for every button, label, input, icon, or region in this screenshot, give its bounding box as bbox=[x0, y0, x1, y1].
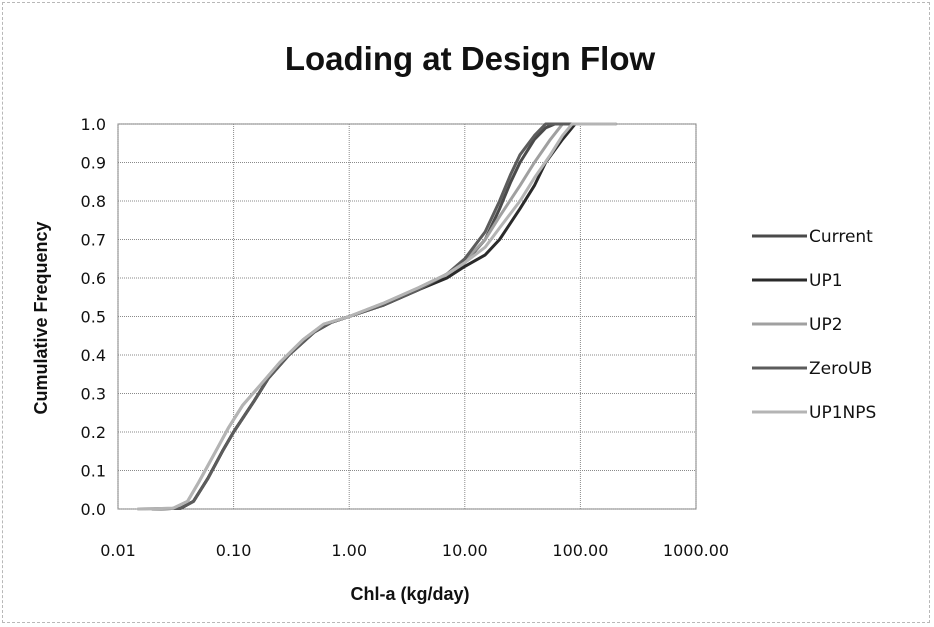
x-tick-label: 100.00 bbox=[552, 541, 608, 560]
y-tick-label: 0.1 bbox=[81, 462, 106, 481]
y-tick-label: 0.2 bbox=[81, 423, 106, 442]
y-tick-label: 0.8 bbox=[81, 192, 106, 211]
y-tick-label: 0.6 bbox=[81, 269, 106, 288]
legend-label-current: Current bbox=[809, 227, 873, 247]
y-tick-label: 0.9 bbox=[81, 154, 106, 173]
legend-label-up2: UP2 bbox=[809, 315, 843, 335]
x-axis-title: Chl-a (kg/day) bbox=[350, 584, 469, 604]
y-tick-label: 1.0 bbox=[81, 115, 106, 134]
x-tick-label: 0.01 bbox=[100, 541, 136, 560]
legend-label-zeroub: ZeroUB bbox=[809, 359, 872, 379]
legend: Current UP1 UP2 ZeroUB UP1NPS bbox=[752, 227, 876, 423]
x-tick-label: 1000.00 bbox=[663, 541, 729, 560]
y-tick-label: 0.5 bbox=[81, 308, 106, 327]
y-tick-label: 0.7 bbox=[81, 231, 106, 250]
x-tick-label: 0.10 bbox=[216, 541, 252, 560]
x-tick-label: 10.00 bbox=[442, 541, 488, 560]
series-line-up1nps bbox=[136, 122, 617, 511]
legend-label-up1: UP1 bbox=[809, 271, 843, 291]
series-lines bbox=[136, 122, 617, 511]
y-axis-ticks: 0.0 0.1 0.2 0.3 0.4 0.5 0.6 0.7 0.8 0.9 1.0 bbox=[81, 115, 106, 519]
legend-label-up1nps: UP1NPS bbox=[809, 403, 876, 423]
y-tick-label: 0.0 bbox=[81, 500, 106, 519]
y-axis-title: Cumulative Frequency bbox=[31, 221, 51, 414]
y-tick-label: 0.4 bbox=[81, 346, 106, 365]
x-axis-ticks: 0.01 0.10 1.00 10.00 100.00 1000.00 bbox=[100, 541, 729, 560]
x-tick-label: 1.00 bbox=[331, 541, 367, 560]
chart-title: Loading at Design Flow bbox=[285, 40, 656, 77]
y-tick-label: 0.3 bbox=[81, 385, 106, 404]
